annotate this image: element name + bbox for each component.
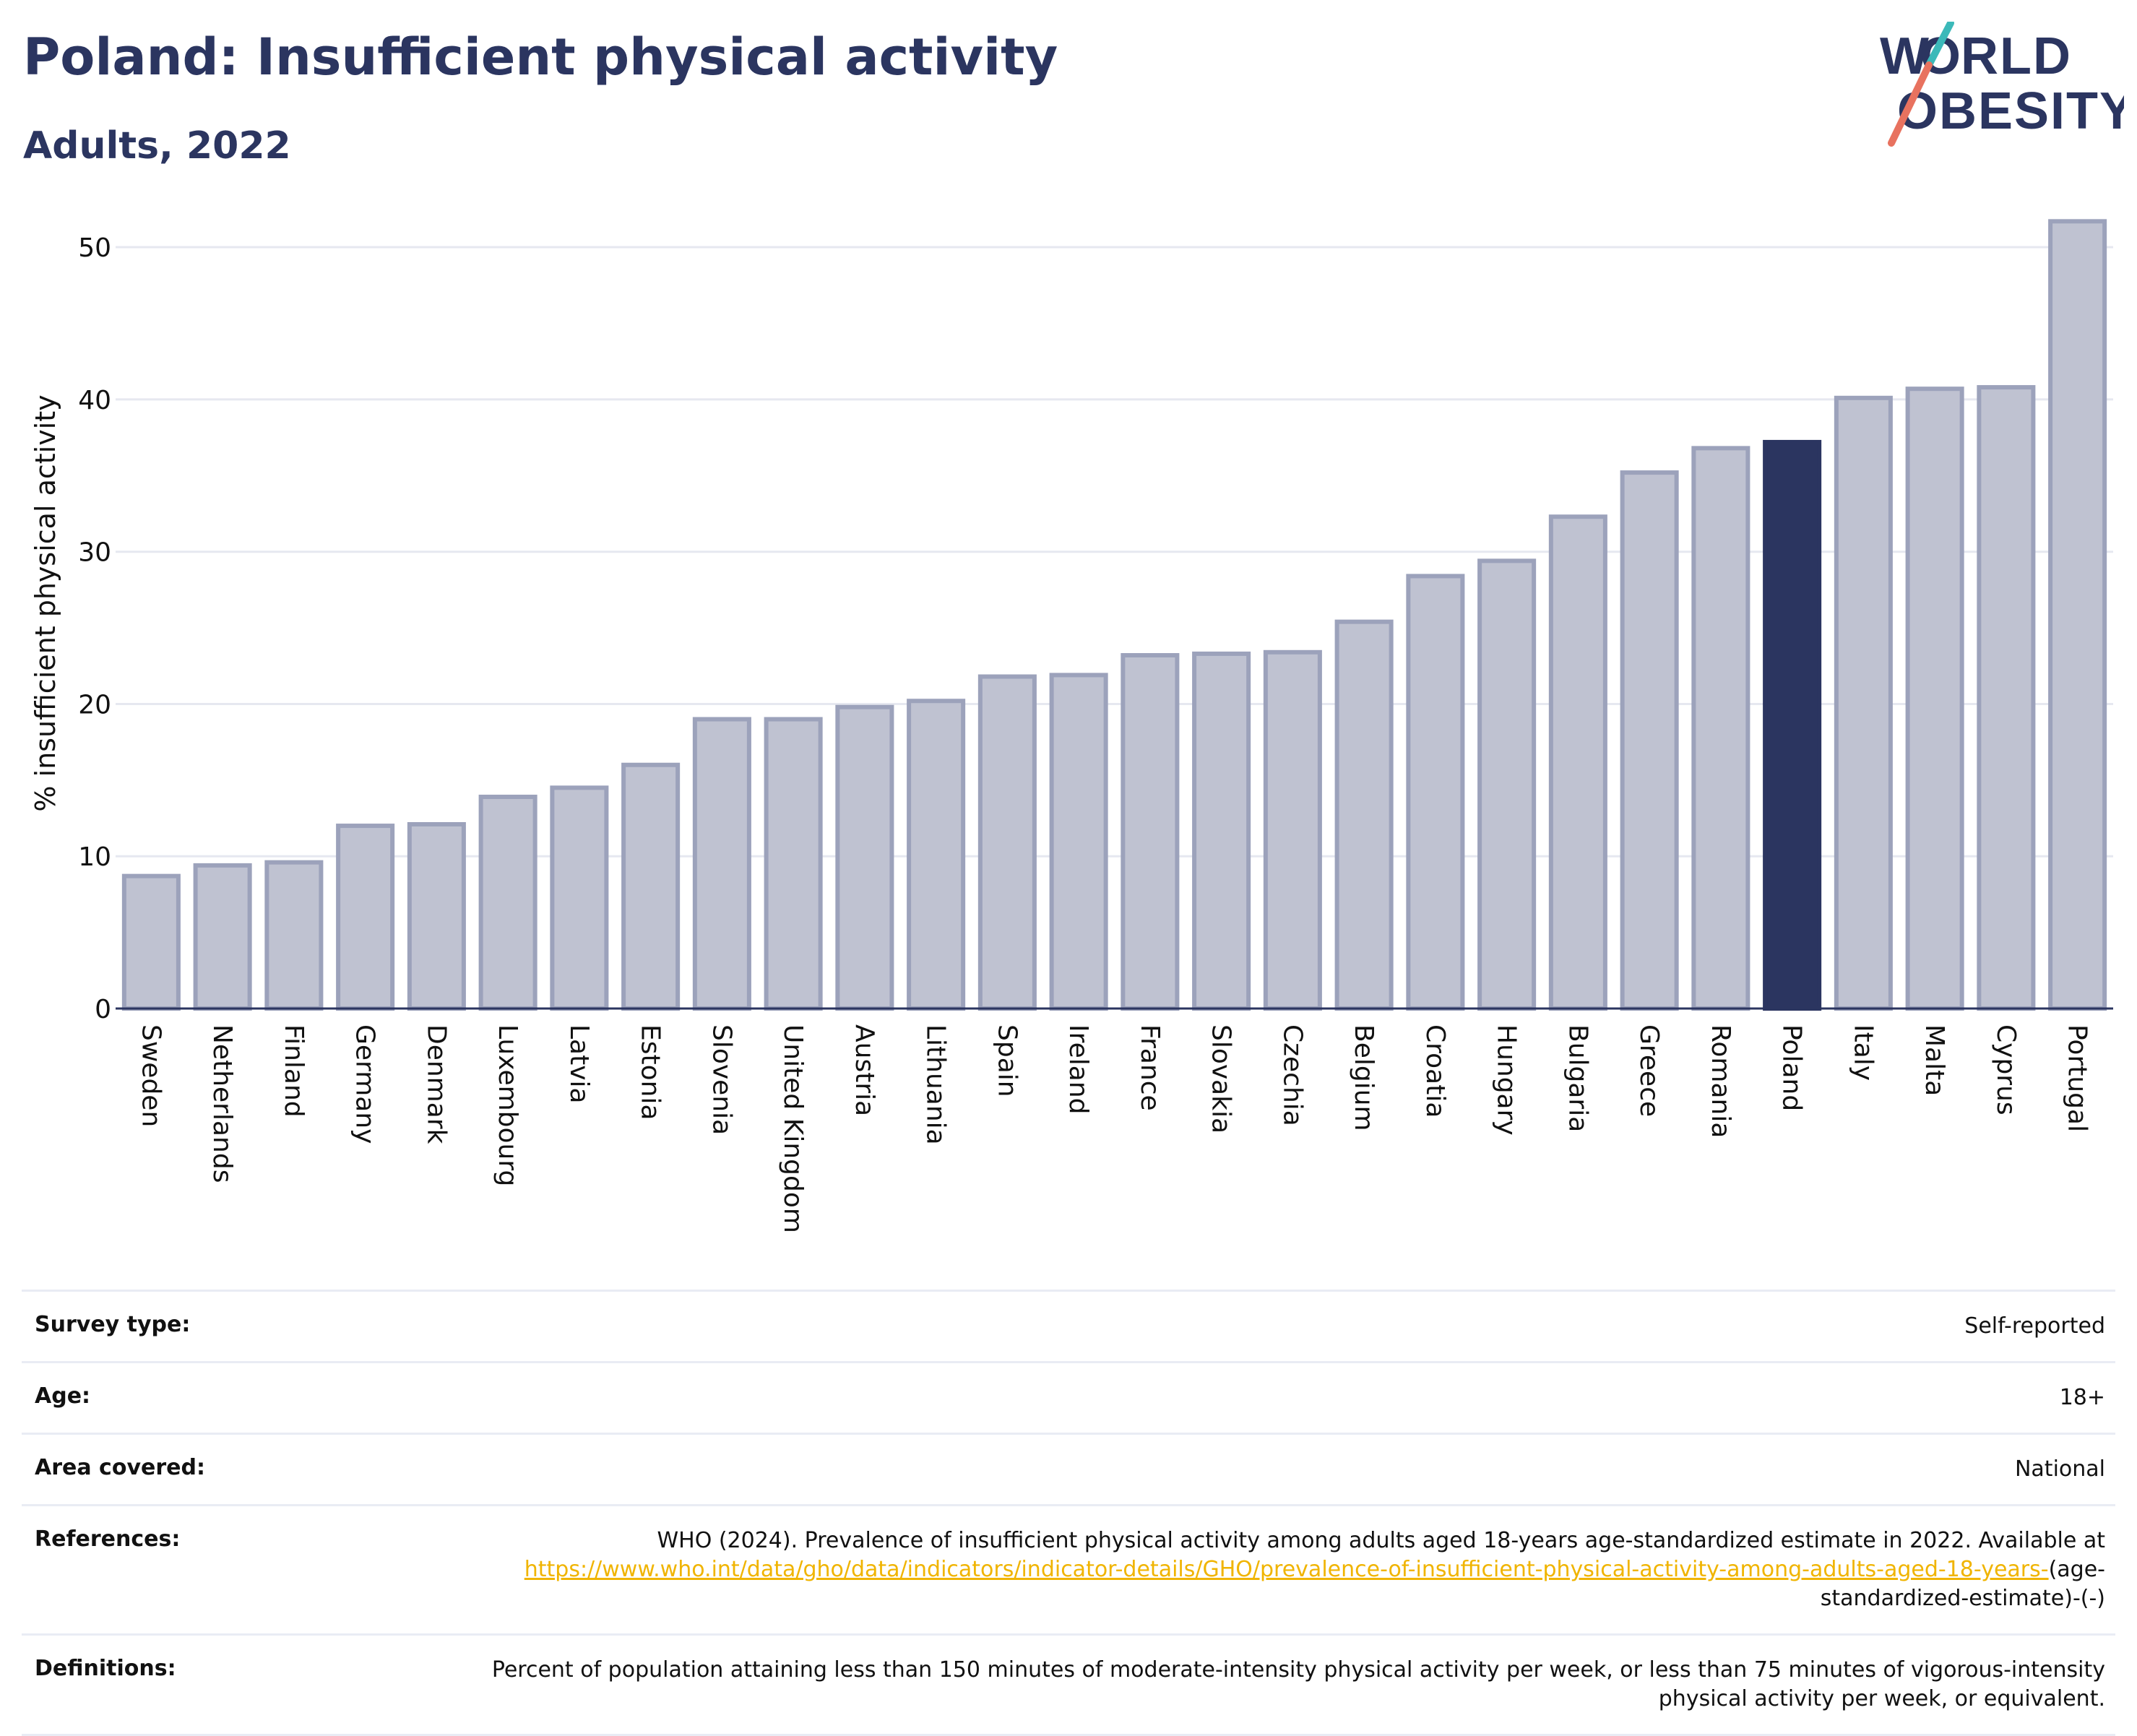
x-tick-label: Cyprus xyxy=(1991,1024,2021,1115)
bar-france xyxy=(1121,653,1180,1011)
x-tick-label: Netherlands xyxy=(207,1024,237,1183)
x-tick-label: Italy xyxy=(1848,1024,1878,1081)
references-label: References: xyxy=(35,1526,181,1552)
x-tick-label: Romania xyxy=(1706,1024,1735,1138)
x-tick-label: Belgium xyxy=(1349,1024,1378,1131)
bar-finland xyxy=(264,860,324,1011)
bar-sweden xyxy=(121,873,181,1011)
references-suffix: (age-standardized-estimate)-(-) xyxy=(1820,1557,2105,1611)
bar-croatia xyxy=(1406,574,1465,1011)
y-tick-label: 10 xyxy=(78,842,111,872)
age-value: 18+ xyxy=(2059,1385,2105,1410)
x-tick-label: Ireland xyxy=(1063,1024,1093,1115)
info-row-survey-type: Survey type: Self-reported xyxy=(22,1290,2115,1361)
x-tick-label: United Kingdom xyxy=(778,1024,808,1233)
bar-denmark xyxy=(407,821,466,1011)
x-tick-label: Hungary xyxy=(1492,1024,1521,1136)
x-tick-label: Portugal xyxy=(2063,1024,2092,1132)
x-tick-label: Germany xyxy=(350,1024,380,1144)
area-value: National xyxy=(2014,1456,2105,1482)
x-tick-label: Malta xyxy=(1920,1024,1949,1096)
bar-united-kingdom xyxy=(764,717,823,1011)
x-tick-label: Latvia xyxy=(564,1024,594,1104)
bar-netherlands xyxy=(193,863,252,1011)
x-axis-ticks: Sweden Netherlands Finland Germany Denmark Lu… xyxy=(136,1024,2091,1233)
bar-chart: 0 10 20 30 40 50 Sweden Netherlands Finland Germ… xyxy=(30,219,2113,1233)
bar-czechia xyxy=(1263,649,1322,1011)
x-tick-label: Finland xyxy=(279,1024,308,1118)
y-tick-label: 20 xyxy=(78,690,111,720)
references-text: WHO (2024). Prevalence of insufficient p… xyxy=(657,1528,2105,1553)
svg-text:RLD: RLD xyxy=(1961,27,2072,85)
x-tick-label: Czechia xyxy=(1277,1024,1307,1126)
references-link[interactable]: https://www.who.int/data/gho/data/indica… xyxy=(524,1557,2049,1582)
bar-bulgaria xyxy=(1548,514,1607,1011)
bar-austria xyxy=(835,704,894,1011)
bar-estonia xyxy=(621,762,681,1011)
x-tick-label: Bulgaria xyxy=(1563,1024,1592,1132)
age-label: Age: xyxy=(35,1383,91,1409)
bar-lithuania xyxy=(907,699,966,1011)
bar-ireland xyxy=(1049,673,1108,1011)
references-value: WHO (2024). Prevalence of insufficient p… xyxy=(444,1526,2105,1613)
page-subtitle: Adults, 2022 xyxy=(23,124,291,168)
info-row-definitions: Definitions: Percent of population attai… xyxy=(22,1633,2115,1736)
x-tick-label: Sweden xyxy=(136,1024,165,1127)
bar-belgium xyxy=(1334,619,1394,1011)
info-row-age: Age: 18+ xyxy=(22,1361,2115,1433)
bar-portugal xyxy=(2048,219,2107,1011)
y-tick-label: 30 xyxy=(78,538,111,568)
info-table: Survey type: Self-reported Age: 18+ Area… xyxy=(22,1290,2115,1736)
bar-spain xyxy=(977,674,1037,1011)
x-tick-label: France xyxy=(1135,1024,1165,1111)
info-row-area: Area covered: National xyxy=(22,1433,2115,1504)
x-tick-label: Poland xyxy=(1777,1024,1807,1111)
x-tick-label: Lithuania xyxy=(921,1024,951,1145)
bar-hungary xyxy=(1477,558,1537,1011)
page-title: Poland: Insufficient physical activity xyxy=(23,27,1058,87)
x-tick-label: Greece xyxy=(1634,1024,1664,1117)
bar-romania xyxy=(1691,446,1750,1011)
svg-text:OBESITY: OBESITY xyxy=(1897,82,2124,140)
x-tick-label: Croatia xyxy=(1420,1024,1450,1118)
bar-luxembourg xyxy=(478,795,538,1011)
bar-cyprus xyxy=(1977,385,2036,1011)
bar-germany xyxy=(336,824,395,1011)
definitions-label: Definitions: xyxy=(35,1656,176,1681)
y-tick-label: 0 xyxy=(95,995,111,1024)
info-row-references: References: WHO (2024). Prevalence of in… xyxy=(22,1504,2115,1633)
x-tick-label: Estonia xyxy=(636,1024,665,1120)
bar-latvia xyxy=(550,785,609,1011)
y-axis-ticks: 0 10 20 30 40 50 xyxy=(78,233,111,1024)
y-axis-label: % insufficient physical activity xyxy=(30,394,61,811)
bar-malta xyxy=(1905,387,1964,1011)
bar-italy xyxy=(1834,395,1893,1011)
world-obesity-logo: W O RLD OBESITY xyxy=(1880,22,2124,147)
x-tick-label: Slovakia xyxy=(1206,1024,1236,1133)
x-tick-label: Slovenia xyxy=(707,1024,736,1135)
survey-type-value: Self-reported xyxy=(1964,1313,2105,1339)
bar-greece xyxy=(1620,470,1679,1011)
bar-slovakia xyxy=(1192,651,1251,1011)
bar-poland xyxy=(1763,439,1822,1011)
x-tick-label: Austria xyxy=(850,1024,879,1116)
area-label: Area covered: xyxy=(35,1455,205,1480)
y-tick-label: 50 xyxy=(78,233,111,263)
x-tick-label: Luxembourg xyxy=(493,1024,522,1186)
bar-slovenia xyxy=(692,717,751,1011)
survey-type-label: Survey type: xyxy=(35,1312,191,1337)
x-tick-label: Denmark xyxy=(421,1024,451,1144)
y-tick-label: 40 xyxy=(78,386,111,415)
definitions-value: Percent of population attaining less tha… xyxy=(491,1657,2105,1711)
x-tick-label: Spain xyxy=(992,1024,1022,1097)
bars xyxy=(116,219,2113,1011)
